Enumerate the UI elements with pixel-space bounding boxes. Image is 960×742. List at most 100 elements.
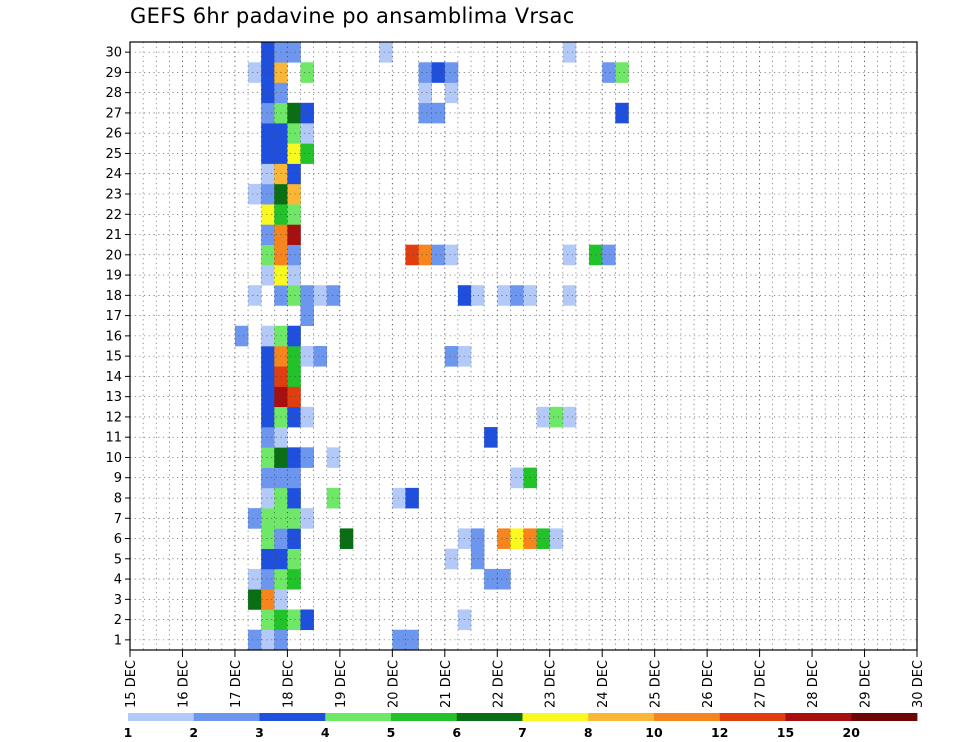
y-tick-label: 9 xyxy=(114,471,122,486)
heatmap-cell xyxy=(261,629,275,651)
legend-label: 2 xyxy=(189,725,198,740)
y-tick-label: 29 xyxy=(105,66,122,81)
heatmap-cell xyxy=(300,285,314,306)
heatmap-cell xyxy=(261,62,275,83)
x-tick-label: 26 DEC xyxy=(701,660,716,708)
heatmap-cell xyxy=(497,285,511,306)
legend-label: 1 xyxy=(124,725,133,740)
heatmap-cell xyxy=(261,508,275,529)
y-tick-label: 18 xyxy=(105,289,122,304)
heatmap-cell xyxy=(536,406,551,428)
x-tick-label: 24 DEC xyxy=(596,660,611,708)
y-tick-label: 5 xyxy=(114,552,122,567)
heatmap-cell xyxy=(261,346,275,367)
y-tick-label: 7 xyxy=(114,512,122,527)
heatmap-cell xyxy=(261,42,275,63)
heatmap-cell xyxy=(248,629,262,651)
heatmap-cell xyxy=(261,82,275,104)
heatmap-cell xyxy=(287,224,301,245)
heatmap-cell xyxy=(549,528,564,549)
heatmap-cell xyxy=(248,508,262,529)
heatmap-cell xyxy=(261,102,275,124)
heatmap-cell xyxy=(418,82,432,104)
legend-swatch xyxy=(785,713,852,721)
heatmap-cell xyxy=(326,285,341,306)
heatmap-cell xyxy=(300,508,314,529)
heatmap-cell xyxy=(431,62,446,83)
heatmap-cell xyxy=(287,244,301,266)
heatmap-cell xyxy=(261,548,275,570)
legend-swatch xyxy=(193,713,260,721)
heatmap-cell xyxy=(313,346,328,367)
heatmap-cell xyxy=(287,406,301,428)
y-tick-label: 11 xyxy=(105,431,122,446)
heatmap-cell xyxy=(261,143,275,164)
heatmap-cell xyxy=(234,325,249,347)
heatmap-cell xyxy=(261,204,275,225)
x-tick-label: 27 DEC xyxy=(754,660,769,708)
heatmap-cell xyxy=(261,406,275,428)
heatmap-cell xyxy=(602,62,616,83)
heatmap-cell xyxy=(287,143,301,164)
heatmap-cell xyxy=(444,244,459,266)
heatmap-cell xyxy=(615,62,629,83)
heatmap-cell xyxy=(287,264,301,286)
heatmap-cell xyxy=(261,609,275,631)
heatmap-cell xyxy=(300,143,314,164)
heatmap-cell xyxy=(444,62,459,83)
heatmap-cell xyxy=(300,346,314,367)
x-tick-label: 28 DEC xyxy=(806,660,821,708)
heatmap-cell xyxy=(300,609,314,631)
heatmap-cell xyxy=(248,183,262,205)
legend-label: 3 xyxy=(255,725,264,740)
legend-swatch xyxy=(325,713,392,721)
heatmap-cell xyxy=(471,548,485,570)
heatmap-cell xyxy=(261,447,275,468)
y-tick-label: 3 xyxy=(114,593,122,608)
heatmap-cell xyxy=(418,62,432,83)
legend-swatch xyxy=(259,713,326,721)
legend-label: 6 xyxy=(452,725,461,740)
heatmap-cell xyxy=(326,447,341,468)
heatmap-cell xyxy=(497,528,511,549)
heatmap-cell xyxy=(261,224,275,245)
heatmap-cell xyxy=(484,568,498,590)
legend-swatch xyxy=(391,713,458,721)
x-tick-label: 23 DEC xyxy=(544,660,559,708)
heatmap-cell xyxy=(287,123,301,144)
y-tick-label: 23 xyxy=(105,188,122,203)
x-tick-label: 21 DEC xyxy=(439,660,454,708)
legend-swatch xyxy=(588,713,655,721)
legend-label: 10 xyxy=(645,725,663,740)
heatmap-cell xyxy=(287,204,301,225)
heatmap-cell xyxy=(248,589,262,610)
heatmap-cell xyxy=(549,406,564,428)
x-tick-label: 18 DEC xyxy=(281,660,296,708)
heatmap-cell xyxy=(261,589,275,610)
y-tick-label: 1 xyxy=(114,633,122,648)
heatmap-cell xyxy=(287,568,301,590)
heatmap-cell xyxy=(431,244,446,266)
legend-swatch xyxy=(128,713,195,721)
y-tick-label: 4 xyxy=(114,573,122,588)
heatmap-cell xyxy=(287,102,301,124)
heatmap-cell xyxy=(300,305,314,327)
heatmap-cell xyxy=(287,163,301,185)
heatmap-cell xyxy=(536,528,551,549)
heatmap-cell xyxy=(261,123,275,144)
x-tick-label: 30 DEC xyxy=(911,660,926,708)
heatmap-cell xyxy=(313,285,328,306)
heatmap-cell xyxy=(444,346,459,367)
y-tick-label: 16 xyxy=(105,329,122,344)
heatmap-cell xyxy=(248,285,262,306)
heatmap-cell xyxy=(287,467,301,489)
heatmap-cell xyxy=(562,285,577,306)
heatmap-cell xyxy=(300,447,314,468)
y-tick-label: 22 xyxy=(105,208,122,223)
heatmap-cell xyxy=(497,568,511,590)
heatmap-cell xyxy=(261,386,275,408)
heatmap-cell xyxy=(471,285,485,306)
legend-label: 20 xyxy=(843,725,861,740)
heatmap-cell xyxy=(261,163,275,185)
